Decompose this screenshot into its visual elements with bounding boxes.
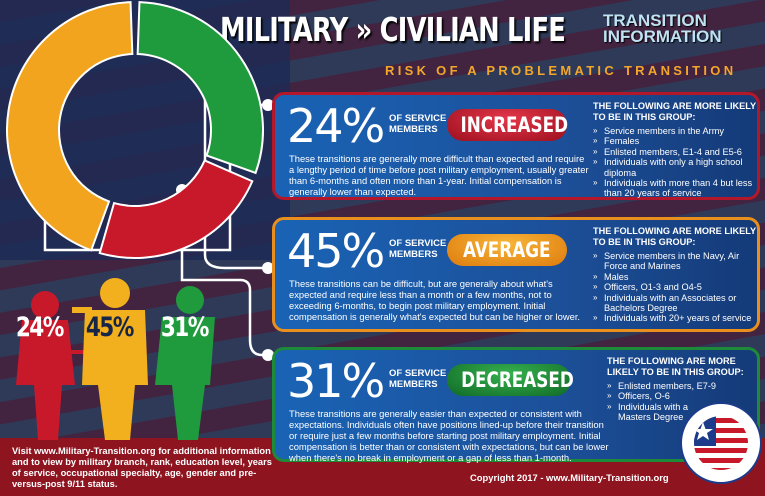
- group-item: Individuals with more than 4 but less th…: [593, 178, 758, 199]
- title-side-line1: TRANSITION: [603, 11, 707, 30]
- group-items: Service members in the Navy, Air Force a…: [593, 251, 758, 324]
- card-percent: 24%: [287, 99, 385, 153]
- card-description: These transitions are generally easier t…: [289, 408, 609, 463]
- of-line2: MEMBERS: [389, 379, 438, 390]
- group-items: Service members in the ArmyFemalesEnlist…: [593, 126, 758, 199]
- card-decreased: 31% OF SERVICE MEMBERS DECREASED These tr…: [272, 347, 760, 463]
- group-item: Service members in the Navy, Air Force a…: [593, 251, 758, 272]
- group-heading: THE FOLLOWING ARE MORE LIKELY TO BE IN T…: [593, 101, 756, 122]
- card-increased: 24% OF SERVICE MEMBERS INCREASED These tr…: [272, 92, 760, 200]
- soldier-percent-red: 24%: [15, 312, 65, 343]
- page-title: MILITARY » CIVILIAN LIFE: [220, 10, 566, 49]
- card-description: These transitions are generally more dif…: [289, 153, 589, 197]
- badge-average: AVERAGE: [447, 234, 567, 266]
- group-item: Service members in the Army: [593, 126, 758, 137]
- group-item: Enlisted members, E7-9: [607, 381, 717, 392]
- card-percent: 31%: [287, 354, 385, 408]
- group-heading: THE FOLLOWING ARE MORE LIKELY TO BE IN T…: [593, 226, 756, 247]
- donut-segment-average: [6, 1, 134, 252]
- group-item: Individuals with 20+ years of service: [593, 313, 758, 324]
- of-line2: MEMBERS: [389, 124, 438, 135]
- veterans-heroes-united-seal: [680, 402, 762, 484]
- group-item: Individuals with only a high school dipl…: [593, 157, 758, 178]
- title-side-line2: INFORMATION: [603, 27, 722, 46]
- soldier-red-icon: [16, 291, 93, 440]
- of-line1: OF SERVICE: [389, 368, 447, 379]
- group-list: THE FOLLOWING ARE MORE LIKELY TO BE IN T…: [593, 226, 758, 324]
- soldier-percent-yellow: 45%: [85, 312, 135, 343]
- group-item: Individuals with an Associates or Bachel…: [593, 293, 758, 314]
- soldier-silhouettes: [16, 278, 215, 440]
- card-average: 45% OF SERVICE MEMBERS AVERAGE These tran…: [272, 217, 760, 332]
- badge-decreased: DECREASED: [447, 364, 574, 396]
- soldier-percent-green: 31%: [160, 312, 210, 343]
- badge-label: AVERAGE: [463, 238, 551, 262]
- group-item: Officers, O-6: [607, 391, 717, 402]
- group-item: Males: [593, 272, 758, 283]
- of-line1: OF SERVICE: [389, 238, 447, 249]
- soldier-green-icon: [155, 286, 215, 440]
- of-line1: OF SERVICE: [389, 113, 447, 124]
- of-service-members: OF SERVICE MEMBERS: [389, 238, 446, 260]
- of-line2: MEMBERS: [389, 249, 438, 260]
- badge-label: DECREASED: [461, 368, 574, 392]
- card-percent: 45%: [287, 224, 385, 278]
- card-description: These transitions can be difficult, but …: [289, 278, 581, 322]
- of-service-members: OF SERVICE MEMBERS: [389, 113, 446, 135]
- subtitle: RISK OF A PROBLEMATIC TRANSITION: [385, 63, 737, 78]
- of-service-members: OF SERVICE MEMBERS: [389, 368, 446, 390]
- badge-increased: INCREASED: [447, 109, 569, 141]
- footer-info: Visit www.Military-Transition.org for ad…: [12, 446, 272, 489]
- badge-label: INCREASED: [460, 113, 569, 137]
- group-item: Individuals with a Masters Degree: [607, 402, 717, 423]
- copyright: Copyright 2017 - www.Military-Transition…: [470, 472, 669, 483]
- donut-segment-decreased: [136, 1, 264, 175]
- donut-segment-increased: [98, 159, 254, 259]
- title-side: TRANSITION INFORMATION: [603, 11, 722, 46]
- group-item: Females: [593, 136, 758, 147]
- group-list: THE FOLLOWING ARE MORE LIKELY TO BE IN T…: [593, 101, 758, 199]
- soldier-yellow-icon: [72, 278, 148, 440]
- group-item: Enlisted members, E1-4 and E5-6: [593, 147, 758, 158]
- group-item: Officers, O1-3 and O4-5: [593, 282, 758, 293]
- group-heading: THE FOLLOWING ARE MORE LIKELY TO BE IN T…: [607, 356, 744, 377]
- group-list: THE FOLLOWING ARE MORE LIKELY TO BE IN T…: [607, 356, 744, 423]
- donut-chart: [6, 1, 264, 259]
- group-items: Enlisted members, E7-9Officers, O-6Indiv…: [607, 381, 717, 423]
